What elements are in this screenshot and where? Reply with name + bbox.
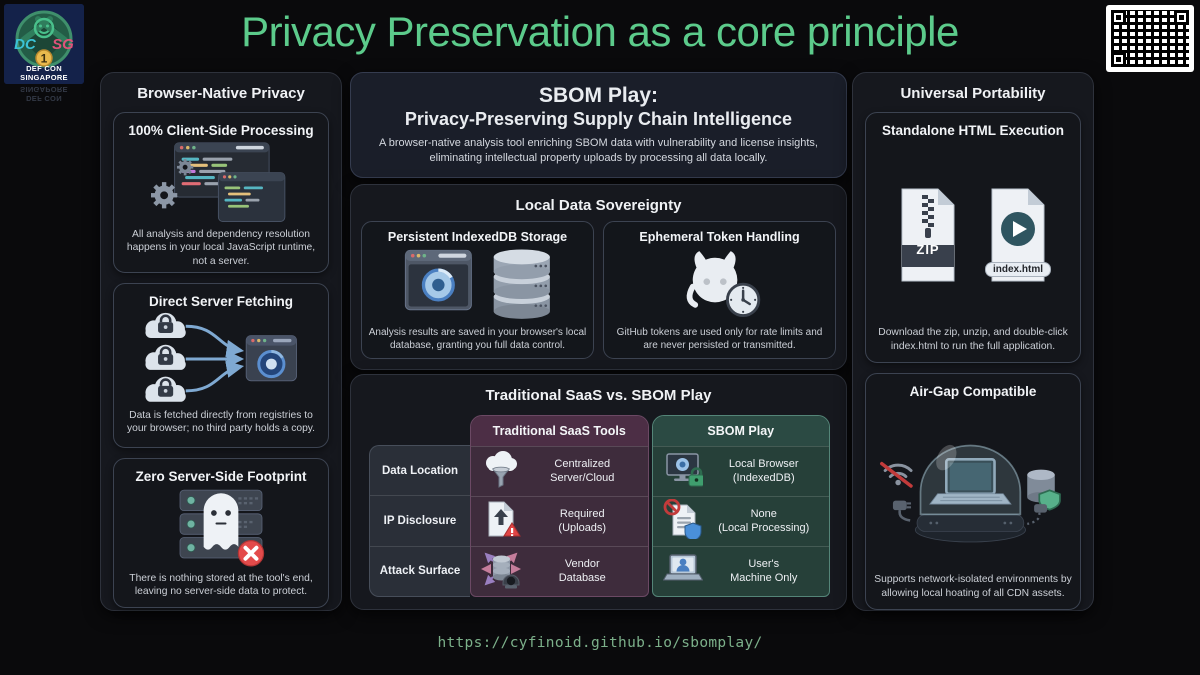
panel-browser-native-privacy: Browser-Native Privacy 100% Client-Side … bbox=[100, 72, 342, 611]
comparison-column-sbom: SBOM Play bbox=[651, 415, 830, 597]
card-caption: Data is fetched directly from registries… bbox=[126, 410, 316, 435]
row-label: IP Disclosure bbox=[370, 495, 470, 545]
locked-clouds-to-browser-icon bbox=[122, 312, 320, 406]
card-air-gap: Air-Gap Compatible bbox=[865, 373, 1081, 610]
monitor-lock-icon bbox=[663, 449, 704, 494]
project-url-link[interactable]: https://cyfinoid.github.io/sbomplay/ bbox=[437, 635, 763, 651]
table-row: Centralized Server/Cloud bbox=[471, 446, 648, 496]
row-label: Data Location bbox=[381, 464, 459, 477]
document-shield-block-icon bbox=[663, 498, 703, 544]
index-html-label: index.html bbox=[984, 262, 1052, 278]
database-attack-arrows-icon bbox=[481, 549, 521, 594]
table-row: None (Local Processing) bbox=[652, 496, 829, 546]
table-row: Local Browser (IndexedDB) bbox=[652, 446, 829, 496]
logo-caption: DEF CON SINGAPORE bbox=[20, 64, 68, 82]
right-panel-header: Universal Portability bbox=[900, 85, 1046, 102]
table-row: Vendor Database bbox=[471, 546, 648, 596]
cell-value: Required (Uploads) bbox=[558, 507, 607, 534]
github-octocat-clock-icon bbox=[650, 247, 790, 323]
card-caption: There is nothing stored at the tool's en… bbox=[129, 573, 313, 598]
cell-value: Local Browser (IndexedDB) bbox=[728, 457, 799, 484]
upload-warning-icon bbox=[481, 499, 521, 544]
card-caption: All analysis and dependency resolution h… bbox=[126, 229, 316, 267]
sovereignty-header: Local Data Sovereignty bbox=[515, 197, 682, 214]
hero-subtitle: A browser-native analysis tool enriching… bbox=[378, 137, 818, 164]
table-row: User's Machine Only bbox=[652, 546, 829, 596]
panel-local-data-sovereignty: Local Data Sovereignty Persistent Indexe… bbox=[350, 184, 847, 370]
saas-column-header: Traditional SaaS Tools bbox=[471, 416, 648, 446]
cloud-funnel-icon bbox=[481, 449, 521, 494]
card-zero-server-footprint: Zero Server-Side Footprint bbox=[113, 458, 329, 608]
cell-value: Vendor Database bbox=[558, 557, 606, 584]
defcon-sg-logo: DC SG 1 DEF CON SINGAPORE DEF CON SINGAP… bbox=[4, 4, 84, 103]
svg-text:SG: SG bbox=[52, 36, 74, 53]
page-title: Privacy Preservation as a core principle bbox=[241, 8, 959, 55]
qr-code-icon bbox=[1106, 5, 1194, 72]
html-file-play-icon: index.html bbox=[984, 187, 1052, 283]
card-client-side-processing: 100% Client-Side Processing bbox=[113, 112, 329, 273]
svg-text:1: 1 bbox=[41, 52, 48, 66]
table-row: Required (Uploads) bbox=[471, 496, 648, 546]
card-caption: Download the zip, unzip, and double-clic… bbox=[878, 327, 1068, 352]
card-direct-server-fetching: Direct Server Fetching bbox=[113, 283, 329, 448]
svg-text:DC: DC bbox=[14, 36, 37, 53]
zip-file-icon: ZIP bbox=[896, 187, 960, 283]
cell-value: User's Machine Only bbox=[730, 557, 798, 584]
card-caption: GitHub tokens are used only for rate lim… bbox=[616, 327, 823, 351]
row-label: Attack Surface bbox=[370, 545, 470, 596]
comparison-header: Traditional SaaS vs. SBOM Play bbox=[485, 387, 712, 404]
cell-value: Centralized Server/Cloud bbox=[550, 457, 615, 484]
card-caption: Analysis results are saved in your brows… bbox=[368, 327, 587, 351]
hero-title-line2: Privacy-Preserving Supply Chain Intellig… bbox=[404, 109, 793, 130]
hero-title-line1: SBOM Play: bbox=[538, 84, 659, 108]
laptop-dome-airgap-icon bbox=[874, 417, 1072, 555]
left-panel-header: Browser-Native Privacy bbox=[137, 85, 305, 102]
zip-label: ZIP bbox=[916, 242, 940, 258]
hero-sbom-play: SBOM Play: Privacy-Preserving Supply Cha… bbox=[350, 72, 847, 178]
browser-code-gears-icon bbox=[122, 141, 320, 225]
comparison-table: Data Location IP Disclosure Attack Surfa… bbox=[369, 415, 830, 597]
comparison-label-column: Data Location IP Disclosure Attack Surfa… bbox=[369, 445, 470, 597]
logo-caption-reflection: DEF CON SINGAPORE bbox=[20, 85, 68, 103]
browser-database-icon bbox=[384, 247, 572, 323]
server-ghost-x-icon bbox=[122, 487, 320, 569]
card-caption: Supports network-isolated environments b… bbox=[874, 574, 1072, 599]
card-persistent-indexeddb: Persistent IndexedDB Storage bbox=[361, 221, 594, 359]
cell-value: None (Local Processing) bbox=[718, 507, 810, 534]
sbom-column-header: SBOM Play bbox=[652, 416, 829, 446]
panel-comparison: Traditional SaaS vs. SBOM Play Data Loca… bbox=[350, 374, 847, 610]
footer: https://cyfinoid.github.io/sbomplay/ bbox=[0, 634, 1200, 652]
panel-universal-portability: Universal Portability Standalone HTML Ex… bbox=[852, 72, 1094, 611]
comparison-column-saas: Traditional SaaS Tools Centralized Serve… bbox=[470, 415, 649, 597]
card-standalone-html: Standalone HTML Execution bbox=[865, 112, 1081, 363]
defcon-sg-badge-icon: DC SG 1 DEF CON SINGAPORE bbox=[4, 4, 84, 84]
laptop-user-icon bbox=[662, 549, 703, 594]
card-ephemeral-token: Ephemeral Token Handling bbox=[603, 221, 836, 359]
